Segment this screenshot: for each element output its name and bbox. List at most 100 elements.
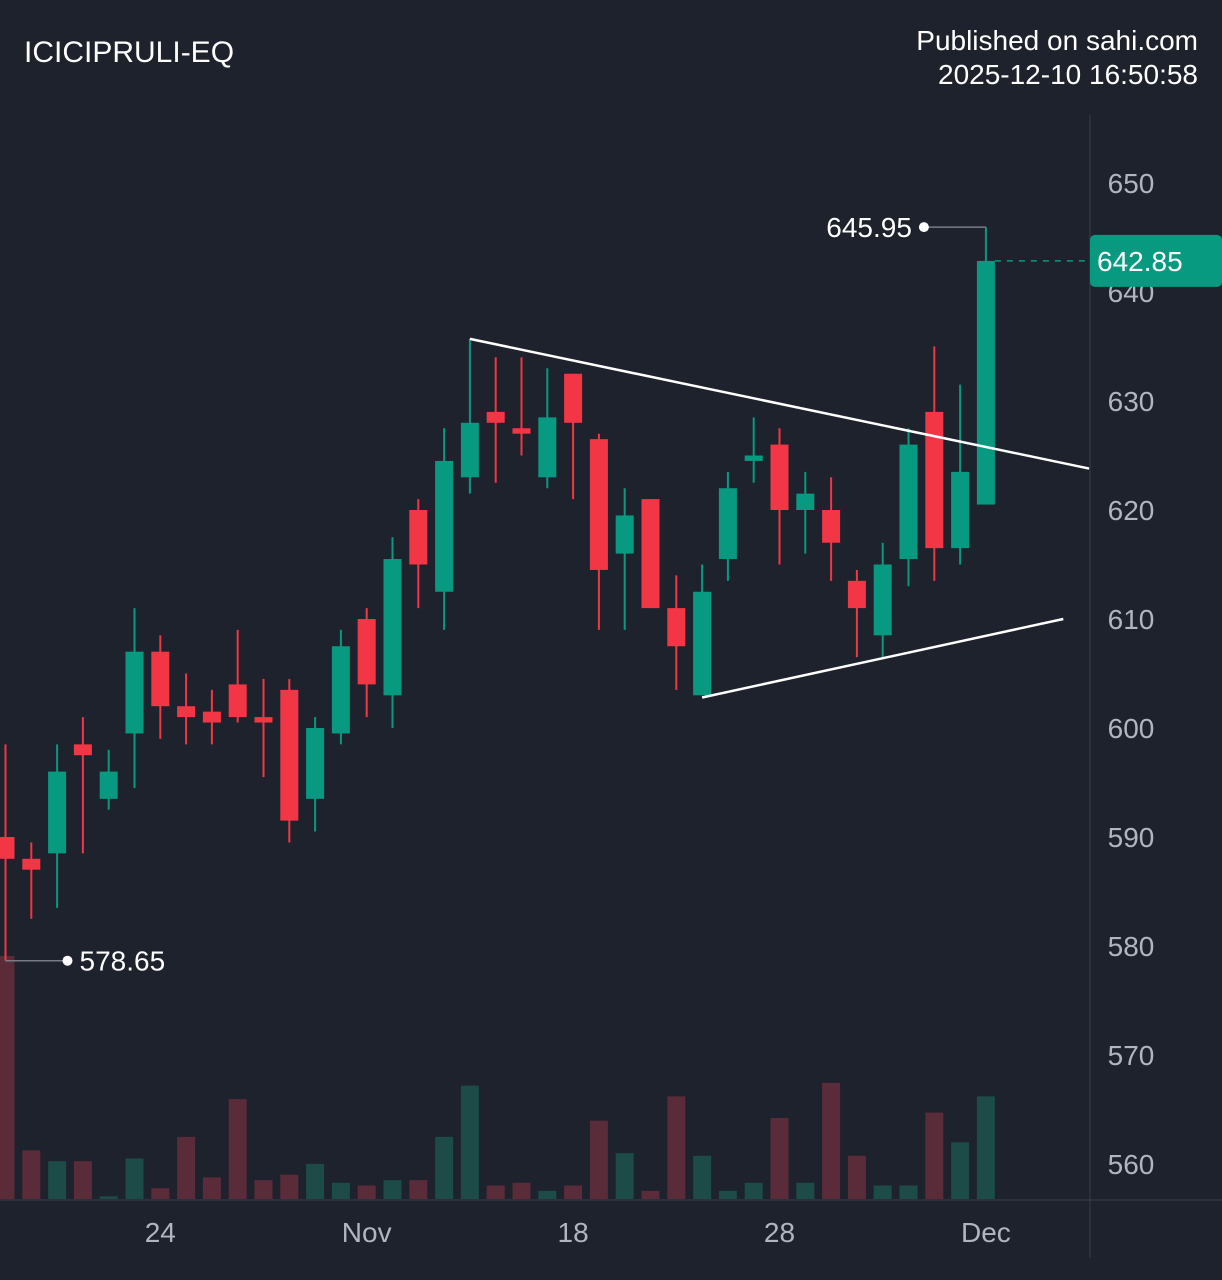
publish-info: Published on sahi.com 2025-12-10 16:50:5… — [916, 24, 1198, 92]
candle-body — [899, 444, 918, 560]
volume-bar — [202, 1177, 221, 1199]
y-tick-label: 570 — [1108, 1040, 1155, 1071]
volume-bar — [280, 1174, 299, 1199]
symbol-title: ICICIPRULI-EQ — [24, 36, 235, 69]
volume-bar — [538, 1190, 557, 1199]
candle-body — [538, 417, 557, 478]
candle-body — [22, 858, 41, 870]
volume-bar — [770, 1118, 789, 1199]
candle-body — [615, 515, 634, 554]
low-marker — [62, 955, 73, 966]
candle-body — [667, 608, 686, 647]
y-tick-label: 610 — [1108, 604, 1155, 635]
candle-body — [383, 559, 402, 696]
volume-bar — [306, 1163, 325, 1199]
volume-bar — [73, 1161, 92, 1199]
volume-bar — [718, 1190, 737, 1199]
candle-body — [589, 439, 608, 570]
low-label: 578.65 — [80, 946, 166, 977]
trendline-lower — [701, 617, 1064, 699]
volume-bar — [873, 1185, 892, 1199]
candle-body — [280, 689, 299, 821]
volume-bar — [847, 1155, 866, 1199]
candle-body — [202, 711, 221, 723]
volume-bar — [331, 1182, 350, 1199]
candle-body — [357, 619, 376, 685]
candle-body — [177, 706, 196, 718]
candle-body — [512, 428, 531, 434]
volume-bar — [0, 956, 15, 1199]
publish-timestamp: 2025-12-10 16:50:58 — [938, 59, 1198, 90]
candle-body — [125, 651, 144, 734]
candle-body — [796, 493, 815, 510]
candle-body — [822, 510, 841, 543]
volume-bar — [151, 1188, 170, 1199]
candle-body — [925, 411, 944, 549]
x-tick-label: 28 — [764, 1217, 795, 1248]
volume-bar — [254, 1180, 273, 1199]
volume-bar — [486, 1185, 505, 1199]
volume-bar — [925, 1112, 944, 1199]
y-tick-label: 630 — [1108, 386, 1155, 417]
published-label: Published on sahi.com — [916, 25, 1198, 56]
volume-bar — [99, 1196, 118, 1199]
candle-body — [151, 651, 170, 707]
x-tick-label: 18 — [558, 1217, 589, 1248]
last-price-label: 642.85 — [1097, 246, 1183, 277]
candle-body — [641, 499, 660, 609]
y-tick-label: 590 — [1108, 822, 1155, 853]
candle-body — [847, 580, 866, 609]
volume-bar — [615, 1153, 634, 1199]
volume-bar — [125, 1158, 144, 1199]
volume-bar — [796, 1182, 815, 1199]
volume-bar — [409, 1180, 428, 1199]
candle-body — [331, 646, 350, 734]
volume-bar — [899, 1185, 918, 1199]
volume-bar — [951, 1142, 970, 1199]
volume-bar — [512, 1182, 531, 1199]
candle-body — [951, 471, 970, 549]
volume-bar — [976, 1096, 995, 1199]
candle-body — [486, 411, 505, 423]
x-tick-label: Nov — [342, 1217, 392, 1248]
volume-bar — [22, 1150, 41, 1199]
volume-bar — [228, 1099, 247, 1199]
volume-bar — [744, 1182, 763, 1199]
candle-body — [409, 510, 428, 565]
candle-body — [435, 460, 454, 592]
candle-body — [48, 771, 67, 854]
candle-body — [770, 444, 789, 510]
candle-body — [564, 373, 583, 423]
volume-bar — [667, 1096, 686, 1199]
x-tick-label: 24 — [145, 1217, 176, 1248]
candle-body — [693, 591, 712, 696]
candle-body — [73, 744, 92, 756]
y-tick-label: 580 — [1108, 931, 1155, 962]
high-label: 645.95 — [826, 212, 912, 243]
x-tick-label: Dec — [961, 1217, 1011, 1248]
volume-bar — [589, 1120, 608, 1199]
volume-bar — [460, 1085, 479, 1199]
volume-bar — [693, 1155, 712, 1199]
volume-bar — [822, 1082, 841, 1199]
candle-body — [873, 564, 892, 636]
candle-body — [460, 422, 479, 478]
volume-bar — [435, 1136, 454, 1199]
candle-body — [718, 488, 737, 560]
volume-bar — [564, 1185, 583, 1199]
candle-body — [744, 455, 763, 461]
candle-body — [99, 771, 118, 799]
candle-body — [254, 717, 273, 723]
y-tick-label: 620 — [1108, 495, 1155, 526]
candle-body — [976, 260, 995, 505]
y-tick-label: 600 — [1108, 713, 1155, 744]
volume-bar — [357, 1185, 376, 1199]
candle-body — [0, 837, 15, 859]
y-tick-label: 650 — [1108, 168, 1155, 199]
trendline-upper — [469, 337, 1090, 470]
volume-bar — [48, 1161, 67, 1199]
last-price-tag — [1090, 234, 1222, 287]
volume-bar — [383, 1180, 402, 1199]
volume-bar — [177, 1136, 196, 1199]
